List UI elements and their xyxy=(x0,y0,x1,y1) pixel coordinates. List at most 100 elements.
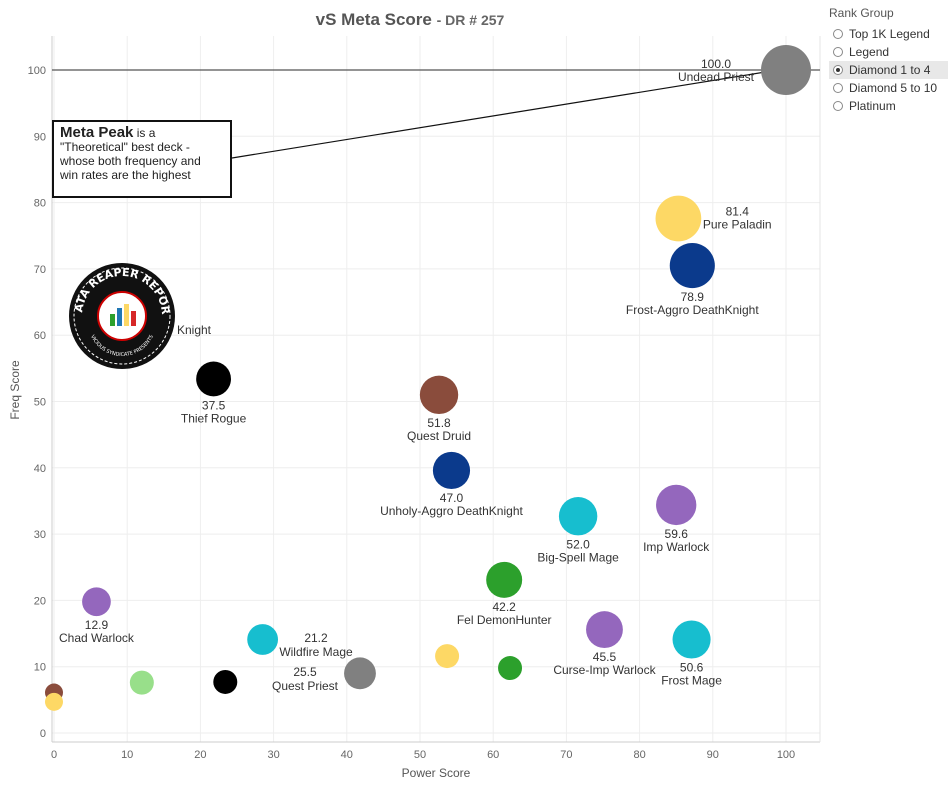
data-point[interactable] xyxy=(432,451,471,490)
rank-option-diamond-5-10[interactable]: Diamond 5 to 10 xyxy=(829,79,948,97)
y-tick-label: 70 xyxy=(34,264,46,276)
point-name-label: Wildfire Mage xyxy=(279,645,353,659)
point-score-label: 12.9 xyxy=(85,618,109,632)
y-tick-label: 90 xyxy=(34,131,46,143)
data-point[interactable] xyxy=(486,561,523,598)
legend-title: Rank Group xyxy=(829,6,894,20)
x-tick-label: 90 xyxy=(707,749,719,761)
point-name-label: Pure Paladin xyxy=(703,218,772,232)
x-tick-label: 10 xyxy=(121,749,133,761)
point-name-label: Undead Priest xyxy=(678,70,755,84)
y-tick-label: 60 xyxy=(34,330,46,342)
radio-icon[interactable] xyxy=(833,65,843,75)
rank-option-diamond-1-4[interactable]: Diamond 1 to 4 xyxy=(829,61,948,79)
chart-title: vS Meta Score - DR # 257 xyxy=(0,10,820,30)
chart-title-main: vS Meta Score xyxy=(315,10,432,29)
points xyxy=(45,45,811,711)
radio-icon[interactable] xyxy=(833,101,843,111)
data-point[interactable] xyxy=(586,611,623,648)
y-tick-label: 40 xyxy=(34,463,46,475)
point-score-label: 78.9 xyxy=(681,290,705,304)
callout-text3: whose both frequency and xyxy=(60,154,201,168)
x-tick-label: 30 xyxy=(267,749,279,761)
rank-option-legend[interactable]: Legend xyxy=(829,43,948,61)
arrow-line xyxy=(231,69,779,159)
point-name-label: Curse-Imp Warlock xyxy=(553,663,656,677)
rank-option-label: Top 1K Legend xyxy=(849,27,930,41)
y-tick-label: 30 xyxy=(34,529,46,541)
y-tick-label: 80 xyxy=(34,198,46,210)
annotation-label: Knight xyxy=(177,323,212,337)
point-score-label: 51.8 xyxy=(427,416,451,430)
point-score-label: 81.4 xyxy=(726,205,750,219)
radio-icon[interactable] xyxy=(833,83,843,93)
rank-group-filter: Rank Group Top 1K Legend Legend Diamond … xyxy=(829,6,948,115)
rank-option-platinum[interactable]: Platinum xyxy=(829,97,948,115)
data-point[interactable] xyxy=(129,670,154,695)
data-point[interactable] xyxy=(419,375,459,415)
y-tick-label: 50 xyxy=(34,397,46,409)
x-tick-label: 80 xyxy=(633,749,645,761)
y-tick-label: 0 xyxy=(40,728,46,740)
data-point[interactable] xyxy=(761,45,811,95)
data-point[interactable] xyxy=(435,644,460,669)
x-tick-label: 50 xyxy=(414,749,426,761)
x-tick-label: 40 xyxy=(341,749,353,761)
y-tick-label: 20 xyxy=(34,595,46,607)
data-point[interactable] xyxy=(82,587,111,617)
point-name-label: Quest Priest xyxy=(272,679,339,693)
radio-icon[interactable] xyxy=(833,29,843,39)
point-score-label: 100.0 xyxy=(701,57,731,71)
callout-text1: is a xyxy=(133,126,156,140)
rank-option-label: Diamond 5 to 10 xyxy=(849,81,938,95)
callout-bold: Meta Peak xyxy=(60,124,134,141)
rank-option-label: Platinum xyxy=(849,99,896,113)
point-score-label: 37.5 xyxy=(202,398,226,412)
data-reaper-logo: DATA REAPER REPORT VICIOUS SYNDICATE PRE… xyxy=(68,262,175,369)
rank-option-label: Diamond 1 to 4 xyxy=(849,63,931,77)
point-score-label: 21.2 xyxy=(304,631,328,645)
rank-option-label: Legend xyxy=(849,45,890,59)
point-name-label: Imp Warlock xyxy=(643,540,710,554)
data-point[interactable] xyxy=(45,692,63,711)
meta-peak-callout: Meta Peak is a "Theoretical" best deck -… xyxy=(52,120,232,198)
radio-icon[interactable] xyxy=(833,47,843,57)
point-name-label: Fel DemonHunter xyxy=(457,613,552,627)
point-score-label: 52.0 xyxy=(566,537,590,551)
point-name-label: Big-Spell Mage xyxy=(537,550,619,564)
chart-title-sub: - DR # 257 xyxy=(436,12,505,28)
point-name-label: Frost-Aggro DeathKnight xyxy=(626,303,759,317)
rank-option-top1k-legend[interactable]: Top 1K Legend xyxy=(829,25,948,43)
data-point[interactable] xyxy=(669,243,715,289)
point-name-label: Frost Mage xyxy=(661,674,722,688)
data-point[interactable] xyxy=(498,656,523,681)
data-point[interactable] xyxy=(672,620,711,659)
point-name-label: Chad Warlock xyxy=(59,631,135,645)
point-score-label: 47.0 xyxy=(440,491,464,505)
point-name-label: Thief Rogue xyxy=(181,411,247,425)
point-score-label: 25.5 xyxy=(293,665,317,679)
data-point[interactable] xyxy=(344,657,376,690)
x-tick-label: 70 xyxy=(560,749,572,761)
y-axis-label: Freq Score xyxy=(8,360,22,420)
y-tick-label: 10 xyxy=(34,662,46,674)
point-score-label: 59.6 xyxy=(665,527,689,541)
point-score-label: 45.5 xyxy=(593,650,617,664)
point-score-label: 50.6 xyxy=(680,661,704,675)
data-point[interactable] xyxy=(656,484,697,526)
data-point[interactable] xyxy=(655,195,702,242)
x-tick-label: 60 xyxy=(487,749,499,761)
callout-text2: "Theoretical" best deck - xyxy=(60,140,190,154)
data-point[interactable] xyxy=(558,496,598,536)
data-point[interactable] xyxy=(247,624,279,655)
x-tick-label: 0 xyxy=(51,749,57,761)
data-point[interactable] xyxy=(196,361,231,397)
x-axis-label: Power Score xyxy=(402,766,471,780)
callout-text4: win rates are the highest xyxy=(60,168,191,182)
data-point[interactable] xyxy=(213,669,238,694)
point-name-label: Unholy-Aggro DeathKnight xyxy=(380,504,523,518)
point-name-label: Quest Druid xyxy=(407,429,471,443)
axes: 0 10 20 30 40 50 60 70 80 90 100 0 10 20 30 40 50 60 70 80 9… xyxy=(8,36,821,780)
